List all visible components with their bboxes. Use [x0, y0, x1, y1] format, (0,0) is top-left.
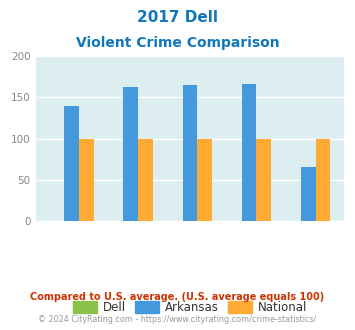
Bar [256, 139, 271, 221]
Bar [197, 139, 212, 221]
Bar [64, 106, 79, 221]
Bar [79, 139, 94, 221]
Text: © 2024 CityRating.com - https://www.cityrating.com/crime-statistics/: © 2024 CityRating.com - https://www.city… [38, 315, 317, 324]
Text: 2017 Dell: 2017 Dell [137, 10, 218, 25]
Text: Violent Crime Comparison: Violent Crime Comparison [76, 36, 279, 50]
Bar [316, 139, 330, 221]
Bar [301, 167, 316, 221]
Text: Compared to U.S. average. (U.S. average equals 100): Compared to U.S. average. (U.S. average … [31, 292, 324, 302]
Bar [182, 85, 197, 221]
Bar [242, 84, 256, 221]
Legend: Dell, Arkansas, National: Dell, Arkansas, National [70, 297, 310, 317]
Bar [124, 87, 138, 221]
Bar [138, 139, 153, 221]
